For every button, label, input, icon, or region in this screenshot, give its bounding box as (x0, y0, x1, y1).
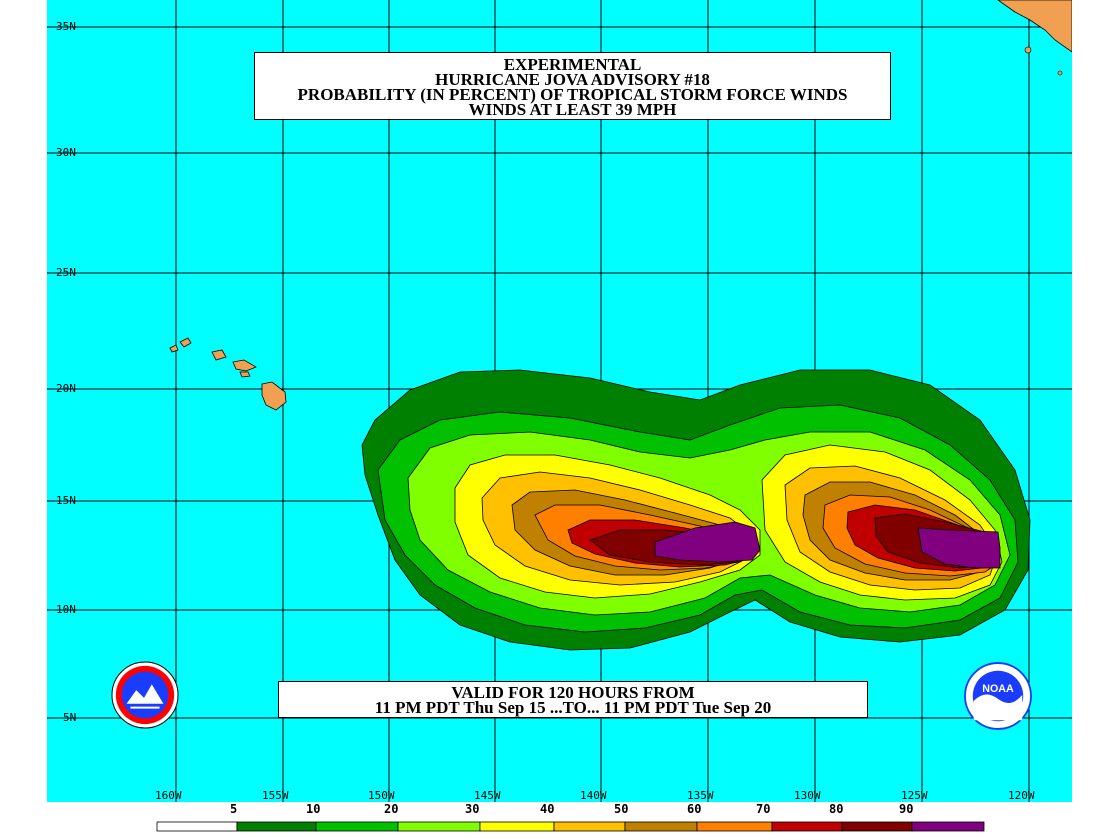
scale-swatch-2 (315, 821, 399, 832)
scale-swatch-3 (397, 821, 481, 832)
scale-swatch-5 (553, 821, 626, 832)
valid-line-2: 11 PM PDT Thu Sep 15 ...TO... 11 PM PDT … (374, 698, 772, 717)
scale-label-30: 30 (465, 802, 480, 816)
scale-swatch-7 (696, 821, 773, 832)
footer-band (0, 802, 1119, 839)
lon-label-130w: 130W (794, 789, 821, 802)
scale-label-90: 90 (899, 802, 914, 816)
scale-label-20: 20 (384, 802, 399, 816)
nws-logo (111, 661, 179, 729)
title-line-1: EXPERIMENTAL (503, 55, 642, 74)
noaa-logo: NOAA (964, 662, 1032, 730)
lat-label-35n: 35N (56, 20, 76, 33)
valid-line-1: VALID FOR 120 HOURS FROM (451, 683, 695, 702)
contour-90 (654, 521, 761, 563)
contour-90b (917, 527, 1001, 569)
scale-label-60: 60 (687, 802, 702, 816)
scale-swatch-1 (236, 821, 317, 832)
lat-label-15n: 15N (56, 494, 76, 507)
scale-label-80: 80 (829, 802, 844, 816)
scale-swatch-10 (911, 821, 985, 832)
scale-label-40: 40 (540, 802, 555, 816)
scale-label-50: 50 (614, 802, 629, 816)
scale-swatch-0 (156, 821, 238, 832)
scale-swatch-6 (624, 821, 698, 832)
lon-label-135w: 135W (687, 789, 714, 802)
scale-label-10: 10 (306, 802, 321, 816)
scale-swatch-4 (479, 821, 555, 832)
lon-label-140w: 140W (580, 789, 607, 802)
svg-text:NOAA: NOAA (982, 683, 1014, 695)
scale-label-5: 5 (230, 802, 238, 816)
lat-label-5n: 5N (63, 711, 77, 724)
valid-period-box: VALID FOR 120 HOURS FROM 11 PM PDT Thu S… (278, 681, 868, 718)
lat-label-25n: 25N (56, 266, 76, 279)
scale-label-70: 70 (756, 802, 771, 816)
lon-label-160w: 160W (155, 789, 182, 802)
right-margin (1072, 0, 1119, 802)
lon-label-120w: 120W (1008, 789, 1035, 802)
scale-swatch-9 (841, 821, 913, 832)
lon-label-145w: 145W (474, 789, 501, 802)
color-scale (156, 821, 985, 832)
lat-label-10n: 10N (56, 603, 76, 616)
left-margin (0, 0, 47, 802)
lon-label-155w: 155W (262, 789, 289, 802)
probability-contours (361, 369, 1031, 651)
title-line-3: PROBABILITY (IN PERCENT) OF TROPICAL STO… (297, 85, 848, 104)
title-box: EXPERIMENTAL HURRICANE JOVA ADVISORY #18… (254, 52, 891, 120)
lon-label-125w: 125W (901, 789, 928, 802)
hawaiian-islands (169, 337, 287, 411)
title-line-4: WINDS AT LEAST 39 MPH (468, 100, 677, 119)
lat-label-30n: 30N (56, 146, 76, 159)
lat-label-20n: 20N (56, 382, 76, 395)
lon-label-150w: 150W (368, 789, 395, 802)
title-line-2: HURRICANE JOVA ADVISORY #18 (435, 70, 710, 89)
scale-swatch-8 (771, 821, 843, 832)
